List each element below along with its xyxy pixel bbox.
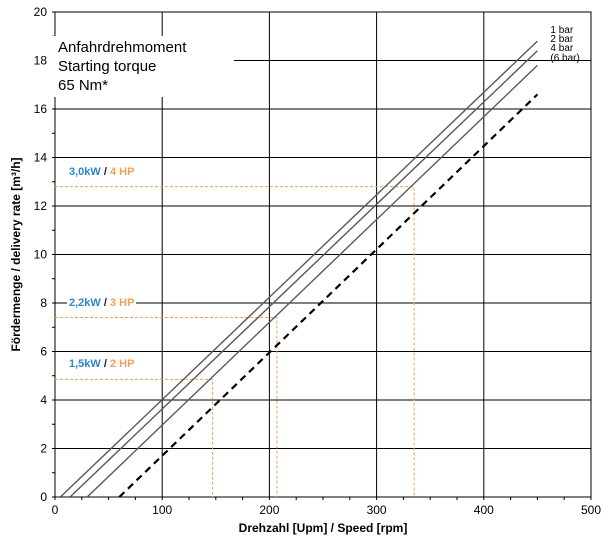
operating-point-marker bbox=[55, 186, 415, 497]
series-label: 4 bar bbox=[550, 43, 573, 54]
y-tick-label: 6 bbox=[40, 345, 47, 359]
operating-point-markers bbox=[55, 186, 415, 497]
series-label: (6 bar) bbox=[550, 53, 579, 64]
note-line-3: 65 Nm* bbox=[58, 77, 109, 94]
y-axis-label: Fördermenge / delivery rate [m³/h] bbox=[9, 157, 23, 351]
power-label-separator: / bbox=[103, 358, 107, 371]
y-tick-label: 18 bbox=[34, 54, 48, 68]
note-line-2: Starting torque bbox=[58, 58, 157, 75]
x-tick-label: 200 bbox=[259, 503, 279, 517]
power-label-kw: 1,5kW bbox=[69, 358, 101, 371]
chart-series bbox=[59, 40, 539, 498]
y-tick-label: 0 bbox=[40, 490, 47, 504]
operating-point-marker bbox=[55, 378, 214, 497]
power-label-1-5kw: 1,5kW / 2 HP bbox=[67, 358, 137, 371]
y-tick-label: 2 bbox=[40, 442, 47, 456]
chart-ticks: 0 100 200 300 400 500 0 2 4 6 8 10 12 14 16 18 20 bbox=[34, 5, 602, 517]
y-tick-label: 10 bbox=[34, 248, 48, 262]
x-tick-label: 100 bbox=[152, 503, 172, 517]
note-line-1: Anfahrdrehmoment bbox=[58, 39, 187, 56]
power-label-separator: / bbox=[103, 165, 107, 178]
x-tick-label: 500 bbox=[581, 503, 601, 517]
y-tick-label: 14 bbox=[34, 151, 48, 165]
y-tick-label: 12 bbox=[34, 199, 48, 213]
power-label-kw: 2,2kW bbox=[69, 296, 101, 309]
y-tick-label: 16 bbox=[34, 102, 48, 116]
series-label: 2 bar bbox=[550, 34, 573, 45]
power-label-kw: 3,0kW bbox=[69, 165, 101, 178]
operating-point-marker bbox=[55, 317, 278, 497]
power-label-hp: 3 HP bbox=[109, 296, 135, 309]
starting-torque-note: Anfahrdrehmoment Starting torque 65 Nm* bbox=[52, 36, 234, 97]
power-label-2-2kw: 2,2kW / 3 HP bbox=[67, 296, 137, 309]
series-line bbox=[86, 64, 538, 498]
series-line bbox=[59, 40, 538, 498]
power-label-hp: 2 HP bbox=[109, 358, 135, 371]
x-tick-label: 400 bbox=[474, 503, 494, 517]
x-tick-label: 0 bbox=[52, 503, 59, 517]
y-tick-label: 4 bbox=[40, 393, 47, 407]
series-label: 1 bar bbox=[550, 25, 573, 36]
series-line bbox=[118, 93, 539, 498]
x-axis-label: Drehzahl [Upm] / Speed [rpm] bbox=[239, 521, 408, 535]
power-label-separator: / bbox=[103, 296, 107, 309]
power-label-3kw: 3,0kW / 4 HP bbox=[67, 165, 137, 178]
y-tick-label: 8 bbox=[40, 296, 47, 310]
y-tick-label: 20 bbox=[34, 5, 48, 19]
x-tick-label: 300 bbox=[367, 503, 387, 517]
power-label-hp: 4 HP bbox=[109, 165, 135, 178]
series-line bbox=[69, 50, 538, 498]
